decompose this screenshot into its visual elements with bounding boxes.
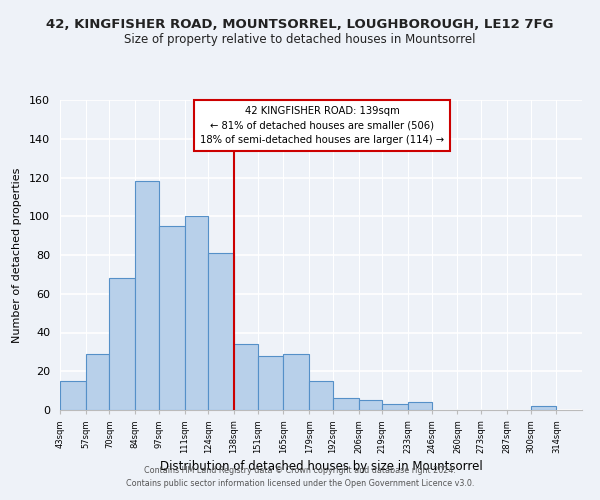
Text: Contains HM Land Registry data © Crown copyright and database right 2024.
Contai: Contains HM Land Registry data © Crown c…	[126, 466, 474, 487]
Y-axis label: Number of detached properties: Number of detached properties	[12, 168, 22, 342]
Text: Size of property relative to detached houses in Mountsorrel: Size of property relative to detached ho…	[124, 32, 476, 46]
Text: 42 KINGFISHER ROAD: 139sqm
← 81% of detached houses are smaller (506)
18% of sem: 42 KINGFISHER ROAD: 139sqm ← 81% of deta…	[200, 106, 444, 146]
X-axis label: Distribution of detached houses by size in Mountsorrel: Distribution of detached houses by size …	[160, 460, 482, 473]
Text: 42, KINGFISHER ROAD, MOUNTSORREL, LOUGHBOROUGH, LE12 7FG: 42, KINGFISHER ROAD, MOUNTSORREL, LOUGHB…	[46, 18, 554, 30]
Bar	[359, 400, 382, 410]
Bar	[333, 398, 359, 410]
Bar	[283, 354, 309, 410]
Bar	[208, 253, 234, 410]
Bar	[135, 182, 159, 410]
Bar	[60, 381, 86, 410]
Bar	[382, 404, 408, 410]
Bar	[159, 226, 185, 410]
Bar	[234, 344, 258, 410]
Bar	[309, 381, 333, 410]
Bar	[258, 356, 283, 410]
Bar	[109, 278, 135, 410]
Bar	[531, 406, 556, 410]
Bar	[86, 354, 109, 410]
Bar	[408, 402, 432, 410]
Bar	[185, 216, 208, 410]
